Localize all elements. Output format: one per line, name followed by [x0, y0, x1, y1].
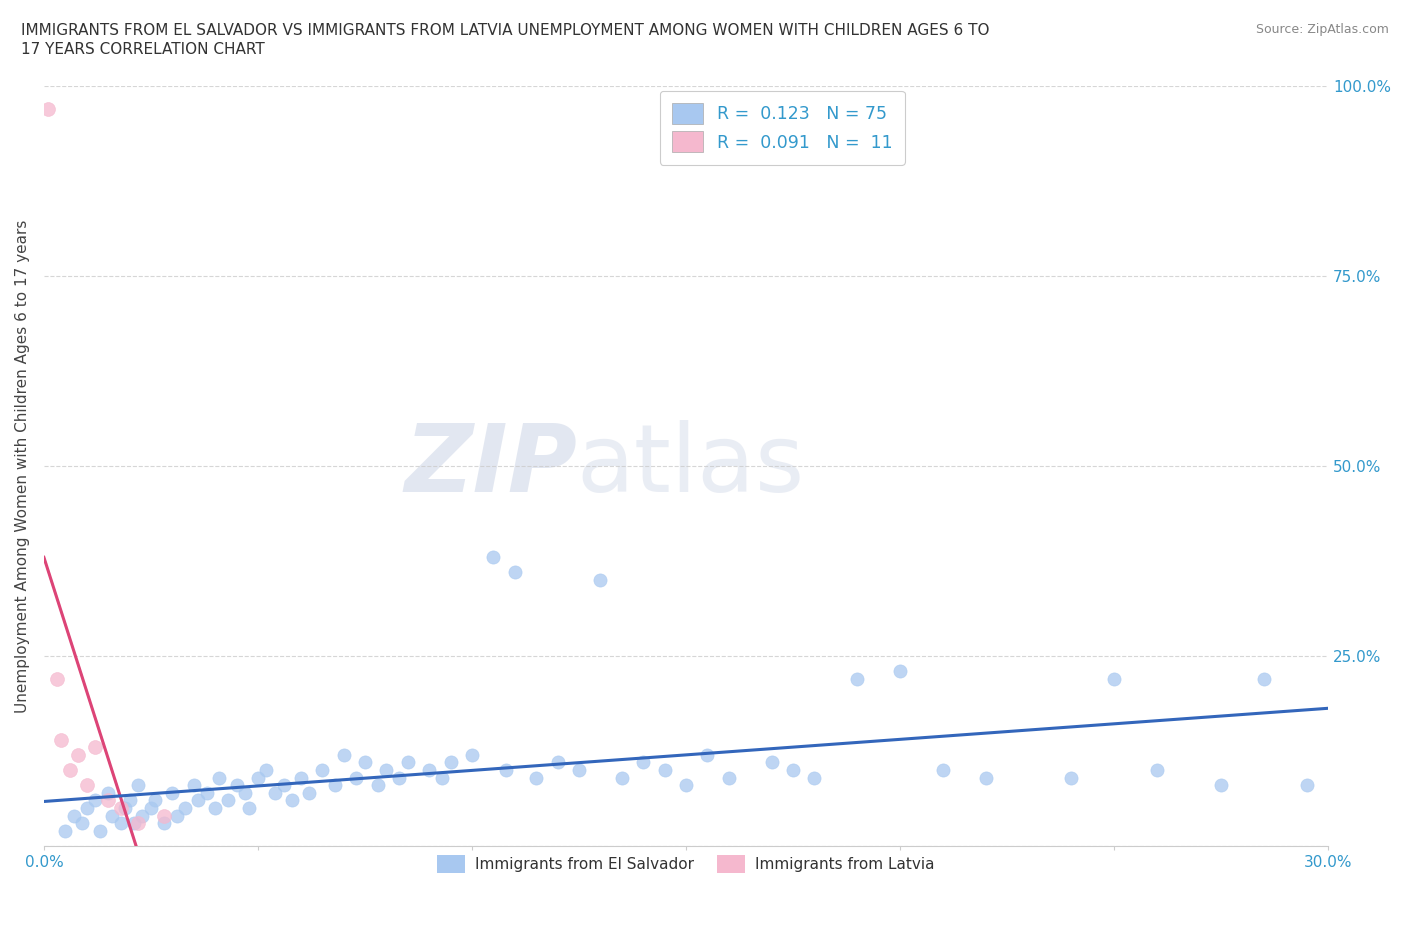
Point: [37, 101, 59, 116]
Point: [204, 801, 226, 816]
Y-axis label: Unemployment Among Women with Children Ages 6 to 17 years: Unemployment Among Women with Children A…: [15, 219, 30, 712]
Point: [76, 777, 98, 792]
Point: [610, 770, 633, 785]
Point: [143, 793, 166, 808]
Point: [84, 793, 107, 808]
Point: [482, 550, 505, 565]
Point: [889, 664, 911, 679]
Point: [97, 786, 120, 801]
Point: [631, 755, 654, 770]
Point: [418, 763, 440, 777]
Point: [97, 793, 120, 808]
Point: [89, 823, 111, 838]
Point: [696, 748, 718, 763]
Point: [281, 793, 304, 808]
Point: [273, 777, 295, 792]
Point: [127, 816, 149, 830]
Point: [290, 770, 312, 785]
Point: [225, 777, 247, 792]
Point: [388, 770, 411, 785]
Point: [344, 770, 367, 785]
Point: [233, 786, 256, 801]
Point: [430, 770, 453, 785]
Point: [63, 808, 86, 823]
Point: [311, 763, 333, 777]
Point: [49, 732, 72, 747]
Point: [84, 740, 107, 755]
Text: IMMIGRANTS FROM EL SALVADOR VS IMMIGRANTS FROM LATVIA UNEMPLOYMENT AMONG WOMEN W: IMMIGRANTS FROM EL SALVADOR VS IMMIGRANT…: [21, 23, 990, 38]
Point: [803, 770, 825, 785]
Point: [217, 793, 239, 808]
Point: [589, 573, 612, 588]
Point: [101, 808, 124, 823]
Point: [152, 808, 174, 823]
Point: [439, 755, 461, 770]
Point: [139, 801, 162, 816]
Point: [183, 777, 205, 792]
Point: [1146, 763, 1168, 777]
Point: [1102, 671, 1125, 686]
Point: [1253, 671, 1275, 686]
Point: [58, 763, 80, 777]
Point: [654, 763, 676, 777]
Point: [118, 793, 141, 808]
Point: [110, 801, 132, 816]
Point: [72, 816, 94, 830]
Point: [122, 816, 145, 830]
Point: [166, 808, 188, 823]
Point: [932, 763, 955, 777]
Point: [375, 763, 398, 777]
Point: [53, 823, 76, 838]
Point: [495, 763, 517, 777]
Point: [367, 777, 389, 792]
Point: [264, 786, 287, 801]
Point: [354, 755, 377, 770]
Point: [1060, 770, 1083, 785]
Point: [195, 786, 218, 801]
Point: [256, 763, 278, 777]
Point: [846, 671, 869, 686]
Point: [675, 777, 697, 792]
Point: [461, 748, 484, 763]
Point: [238, 801, 260, 816]
Point: [782, 763, 804, 777]
Legend: Immigrants from El Salvador, Immigrants from Latvia: Immigrants from El Salvador, Immigrants …: [429, 847, 942, 880]
Point: [332, 748, 354, 763]
Point: [187, 793, 209, 808]
Point: [76, 801, 98, 816]
Point: [396, 755, 419, 770]
Point: [761, 755, 783, 770]
Point: [110, 816, 132, 830]
Text: atlas: atlas: [576, 420, 806, 512]
Text: 17 YEARS CORRELATION CHART: 17 YEARS CORRELATION CHART: [21, 42, 264, 57]
Point: [246, 770, 269, 785]
Point: [503, 565, 526, 580]
Point: [524, 770, 547, 785]
Point: [1295, 777, 1317, 792]
Point: [162, 786, 184, 801]
Point: [298, 786, 321, 801]
Point: [174, 801, 197, 816]
Point: [67, 748, 90, 763]
Point: [114, 801, 136, 816]
Text: ZIP: ZIP: [404, 420, 576, 512]
Point: [547, 755, 569, 770]
Point: [45, 671, 67, 686]
Point: [974, 770, 997, 785]
Point: [323, 777, 346, 792]
Point: [717, 770, 740, 785]
Point: [568, 763, 591, 777]
Point: [152, 816, 174, 830]
Point: [208, 770, 231, 785]
Text: Source: ZipAtlas.com: Source: ZipAtlas.com: [1256, 23, 1389, 36]
Point: [1211, 777, 1233, 792]
Point: [127, 777, 149, 792]
Point: [131, 808, 153, 823]
